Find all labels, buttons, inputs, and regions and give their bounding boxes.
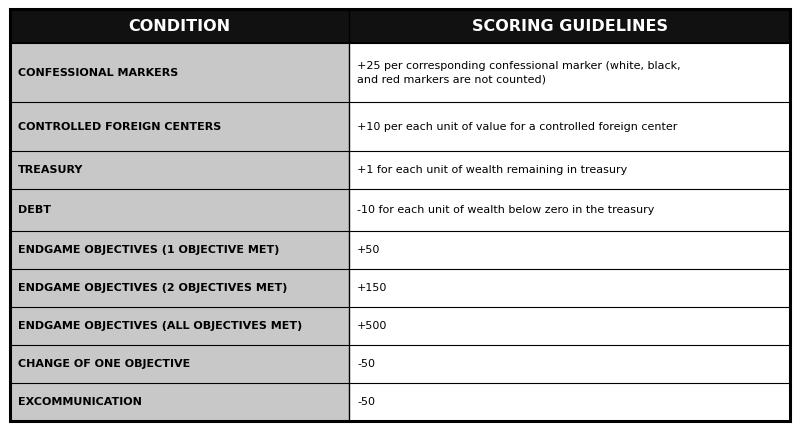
Text: -50: -50 <box>358 396 375 407</box>
Bar <box>350 345 790 383</box>
Bar <box>10 231 350 269</box>
Bar <box>10 9 790 43</box>
Bar <box>10 269 350 307</box>
Text: +10 per each unit of value for a controlled foreign center: +10 per each unit of value for a control… <box>358 122 678 132</box>
Bar <box>350 43 790 102</box>
Text: CONDITION: CONDITION <box>128 19 230 34</box>
Text: +150: +150 <box>358 283 388 293</box>
Bar <box>10 151 350 189</box>
Bar <box>10 345 350 383</box>
Text: ENDGAME OBJECTIVES (1 OBJECTIVE MET): ENDGAME OBJECTIVES (1 OBJECTIVE MET) <box>18 245 279 255</box>
Text: EXCOMMUNICATION: EXCOMMUNICATION <box>18 396 142 407</box>
Text: CONFESSIONAL MARKERS: CONFESSIONAL MARKERS <box>18 68 178 77</box>
Text: ENDGAME OBJECTIVES (ALL OBJECTIVES MET): ENDGAME OBJECTIVES (ALL OBJECTIVES MET) <box>18 321 302 331</box>
Text: -10 for each unit of wealth below zero in the treasury: -10 for each unit of wealth below zero i… <box>358 205 654 215</box>
Bar <box>10 102 350 151</box>
Text: -50: -50 <box>358 359 375 369</box>
Text: TREASURY: TREASURY <box>18 165 83 175</box>
Text: +25 per corresponding confessional marker (white, black,
and red markers are not: +25 per corresponding confessional marke… <box>358 61 681 84</box>
Text: +50: +50 <box>358 245 381 255</box>
Text: SCORING GUIDELINES: SCORING GUIDELINES <box>472 19 668 34</box>
Bar <box>10 43 350 102</box>
Bar <box>10 383 350 421</box>
Text: CONTROLLED FOREIGN CENTERS: CONTROLLED FOREIGN CENTERS <box>18 122 221 132</box>
Bar <box>350 231 790 269</box>
Bar <box>350 189 790 231</box>
Bar <box>350 102 790 151</box>
Text: CHANGE OF ONE OBJECTIVE: CHANGE OF ONE OBJECTIVE <box>18 359 190 369</box>
Bar <box>350 307 790 345</box>
Text: DEBT: DEBT <box>18 205 50 215</box>
Text: +500: +500 <box>358 321 388 331</box>
Bar <box>350 269 790 307</box>
Text: ENDGAME OBJECTIVES (2 OBJECTIVES MET): ENDGAME OBJECTIVES (2 OBJECTIVES MET) <box>18 283 287 293</box>
Bar <box>350 383 790 421</box>
Bar <box>10 189 350 231</box>
Bar <box>350 151 790 189</box>
Text: +1 for each unit of wealth remaining in treasury: +1 for each unit of wealth remaining in … <box>358 165 627 175</box>
Bar <box>10 307 350 345</box>
